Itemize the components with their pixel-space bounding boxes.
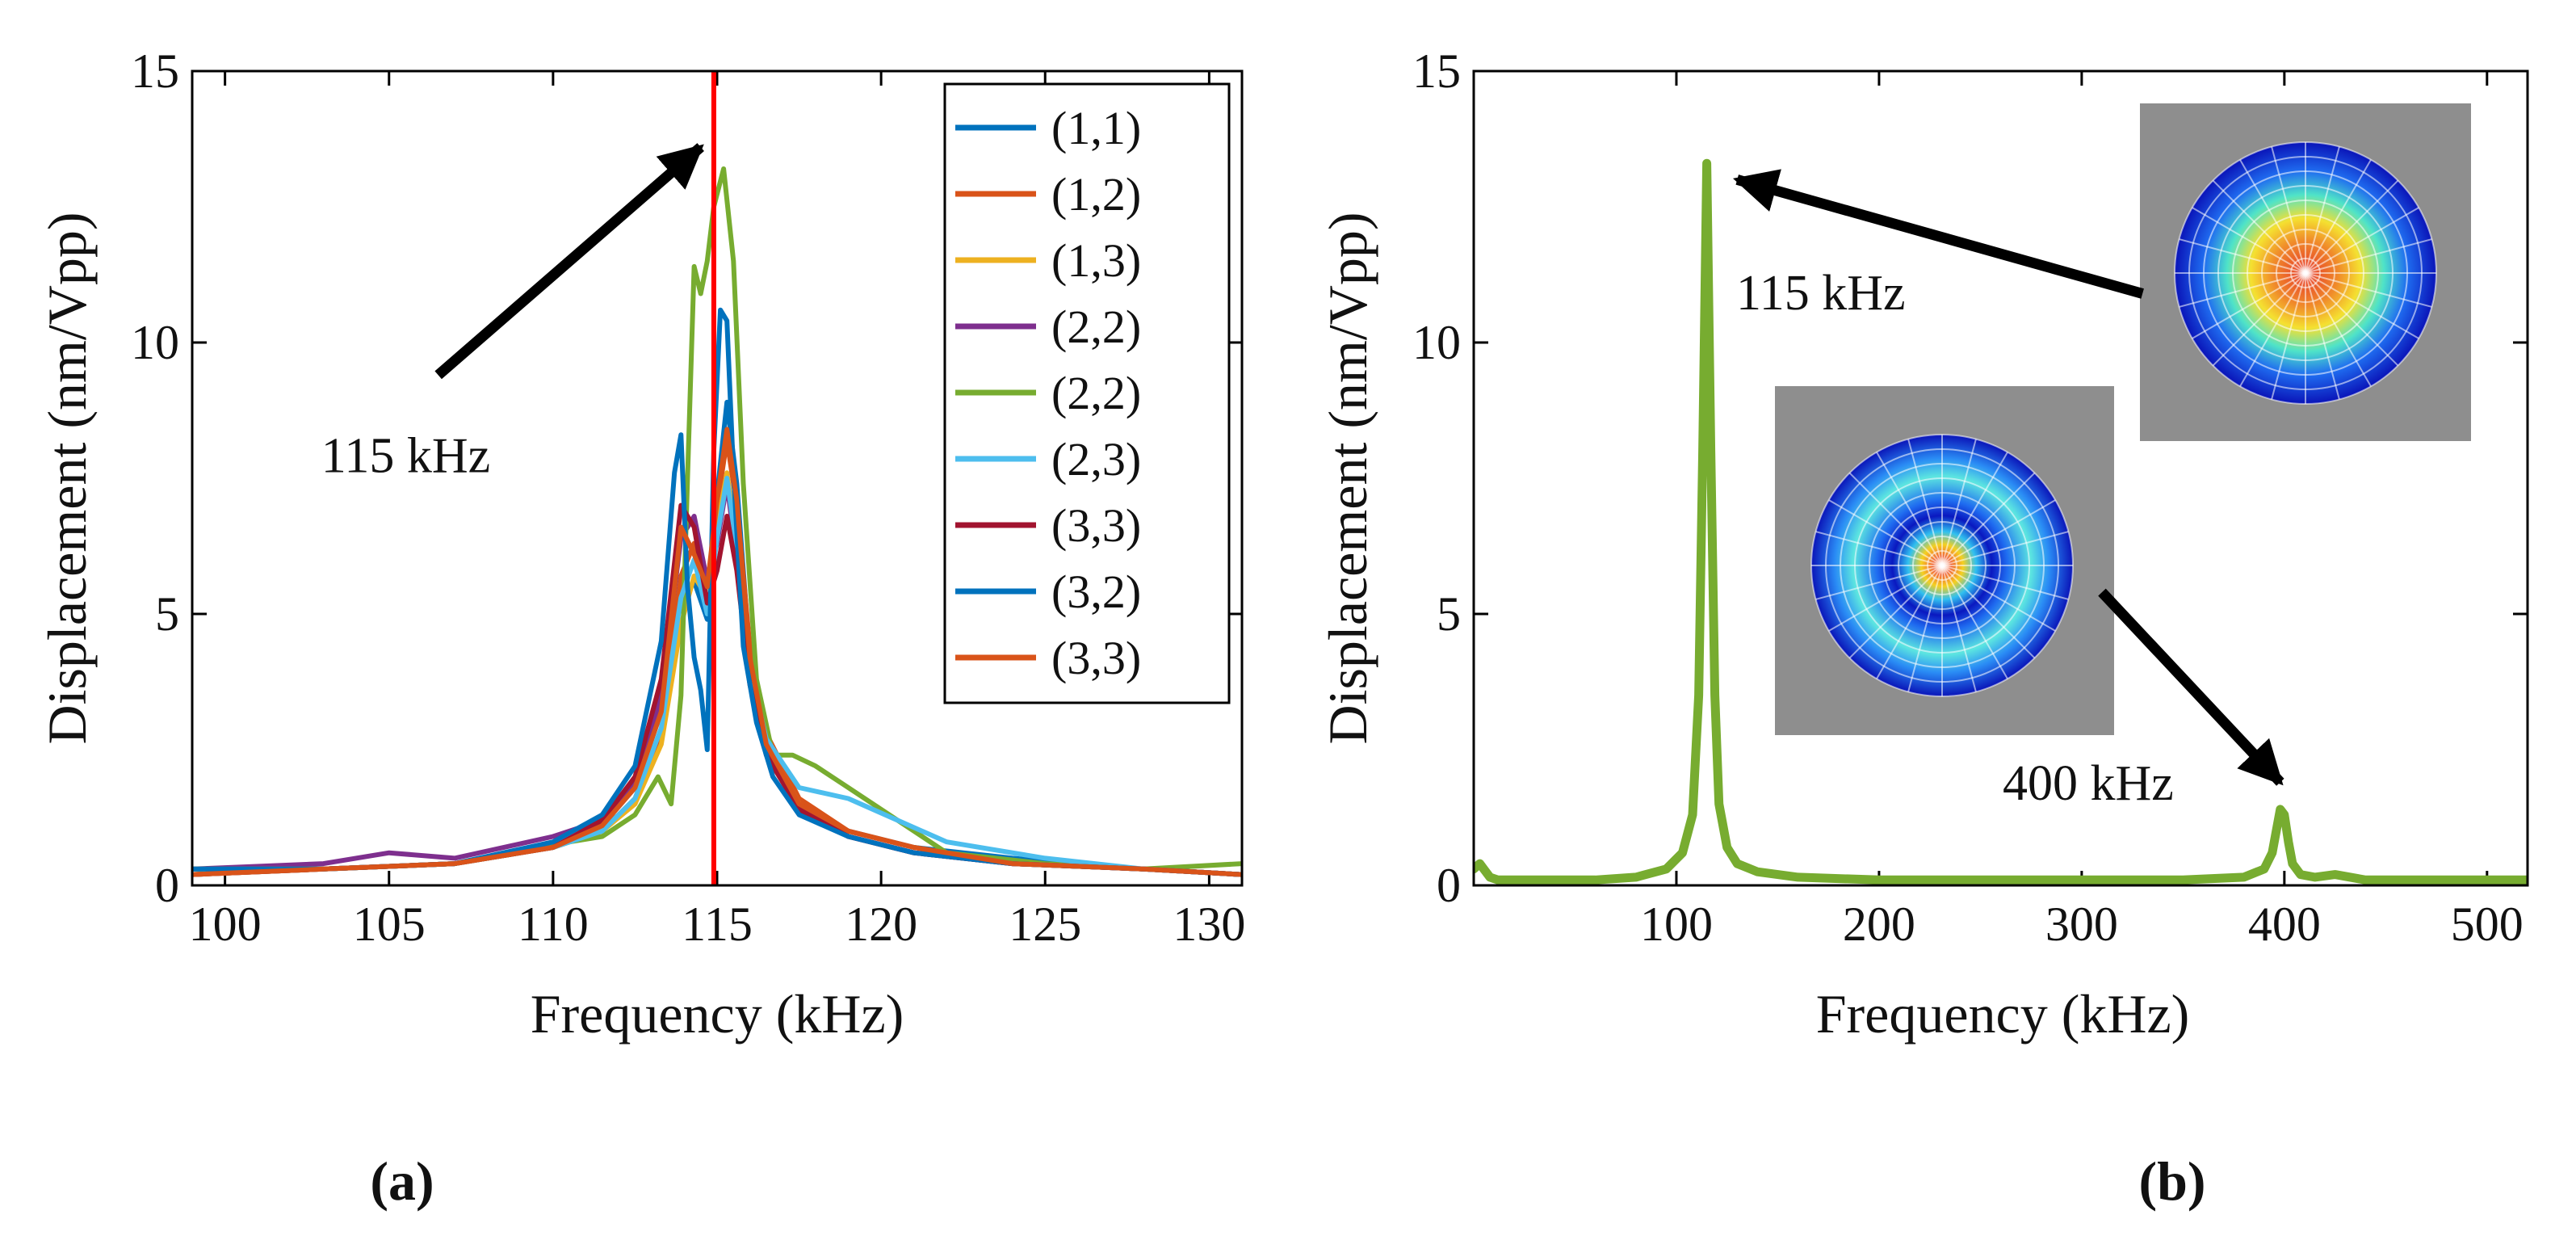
- x-tick-label: 200: [1843, 897, 1915, 951]
- series-line: [192, 427, 1242, 877]
- x-tick-label: 120: [845, 897, 917, 951]
- panel-b-x-axis-label: Frequency (kHz): [1816, 983, 2190, 1045]
- y-tick-label: 15: [1412, 44, 1461, 98]
- y-tick-label: 10: [1412, 316, 1461, 369]
- legend-entry: (3,2): [1051, 565, 1141, 618]
- panel-b: 100 200 300 400 500 0 5 10 15 115 kHz 400 kHz Fr…: [1317, 44, 2529, 1212]
- y-tick-label: 5: [155, 587, 179, 641]
- panel-a-x-axis-label: Frequency (kHz): [531, 983, 904, 1045]
- legend-entry: (1,2): [1051, 168, 1141, 221]
- series-line: [192, 307, 1242, 877]
- x-tick-label: 105: [353, 897, 426, 951]
- panel-a-annotation-115khz: 115 kHz: [321, 428, 491, 483]
- y-tick-label: 5: [1437, 587, 1461, 641]
- panel-b-label: (b): [2138, 1150, 2205, 1212]
- panel-a-annotation-arrow: [434, 143, 704, 380]
- panel-b-annotation-115khz: 115 kHz: [1736, 266, 1906, 321]
- panel-b-arrow-400khz: [2098, 588, 2284, 786]
- panel-b-tick-labels: 100 200 300 400 500 0 5 10 15: [1412, 44, 2524, 951]
- y-tick-label: 10: [131, 316, 179, 369]
- panel-b-annotation-400khz: 400 kHz: [2003, 756, 2174, 811]
- mode-shape-mesh: [2174, 141, 2437, 405]
- legend-entry: (2,2): [1051, 301, 1141, 353]
- legend-entry: (3,3): [1051, 499, 1141, 552]
- panel-b-plot-frame: [1472, 69, 2529, 887]
- panel-b-y-axis-label: Displacement (nm/Vpp): [1317, 212, 1378, 744]
- inset-mode-400khz: [1775, 386, 2114, 735]
- series-line: [1474, 158, 2528, 885]
- panel-a-series: [192, 166, 1242, 877]
- legend-entry: (2,2): [1051, 367, 1141, 419]
- x-tick-label: 130: [1173, 897, 1245, 951]
- legend-entry: (1,1): [1051, 102, 1141, 154]
- x-tick-label: 500: [2451, 897, 2524, 951]
- panel-a-label: (a): [370, 1150, 434, 1212]
- mode-shape-mesh: [1810, 434, 2074, 697]
- x-tick-label: 100: [1640, 897, 1713, 951]
- y-tick-label: 15: [131, 44, 179, 98]
- panel-b-series: [1474, 158, 2528, 885]
- x-tick-label: 110: [518, 897, 589, 951]
- x-tick-label: 400: [2248, 897, 2321, 951]
- legend-entry: (2,3): [1051, 433, 1141, 485]
- series-line: [192, 166, 1242, 872]
- series-line: [192, 476, 1242, 877]
- y-tick-label: 0: [155, 859, 179, 912]
- inset-mode-115khz: [2140, 103, 2471, 441]
- panel-a-y-axis-label: Displacement (nm/Vpp): [36, 212, 98, 744]
- x-tick-label: 115: [682, 897, 753, 951]
- panel-a-plot-frame: [191, 69, 1244, 887]
- panel-a-legend: (1,1) (1,2) (1,3) (2,2) (2,2) (2,3) (3,3) (3,2)…: [943, 82, 1231, 704]
- y-tick-label: 0: [1437, 859, 1461, 912]
- x-tick-label: 100: [189, 897, 262, 951]
- legend-entry: (1,3): [1051, 234, 1141, 287]
- x-tick-label: 300: [2045, 897, 2118, 951]
- legend-entry: (3,3): [1051, 632, 1141, 684]
- panel-b-arrow-115khz: [1732, 169, 2144, 299]
- x-tick-label: 125: [1009, 897, 1081, 951]
- panel-a: 100 105 110 115 120 125 130 0 5 10 15 115 kHz Freq…: [36, 44, 1245, 1212]
- panel-a-tick-labels: 100 105 110 115 120 125 130 0 5 10 15: [131, 44, 1245, 951]
